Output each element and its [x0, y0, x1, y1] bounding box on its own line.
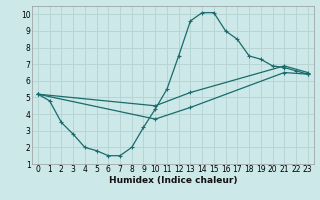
X-axis label: Humidex (Indice chaleur): Humidex (Indice chaleur)	[108, 176, 237, 185]
